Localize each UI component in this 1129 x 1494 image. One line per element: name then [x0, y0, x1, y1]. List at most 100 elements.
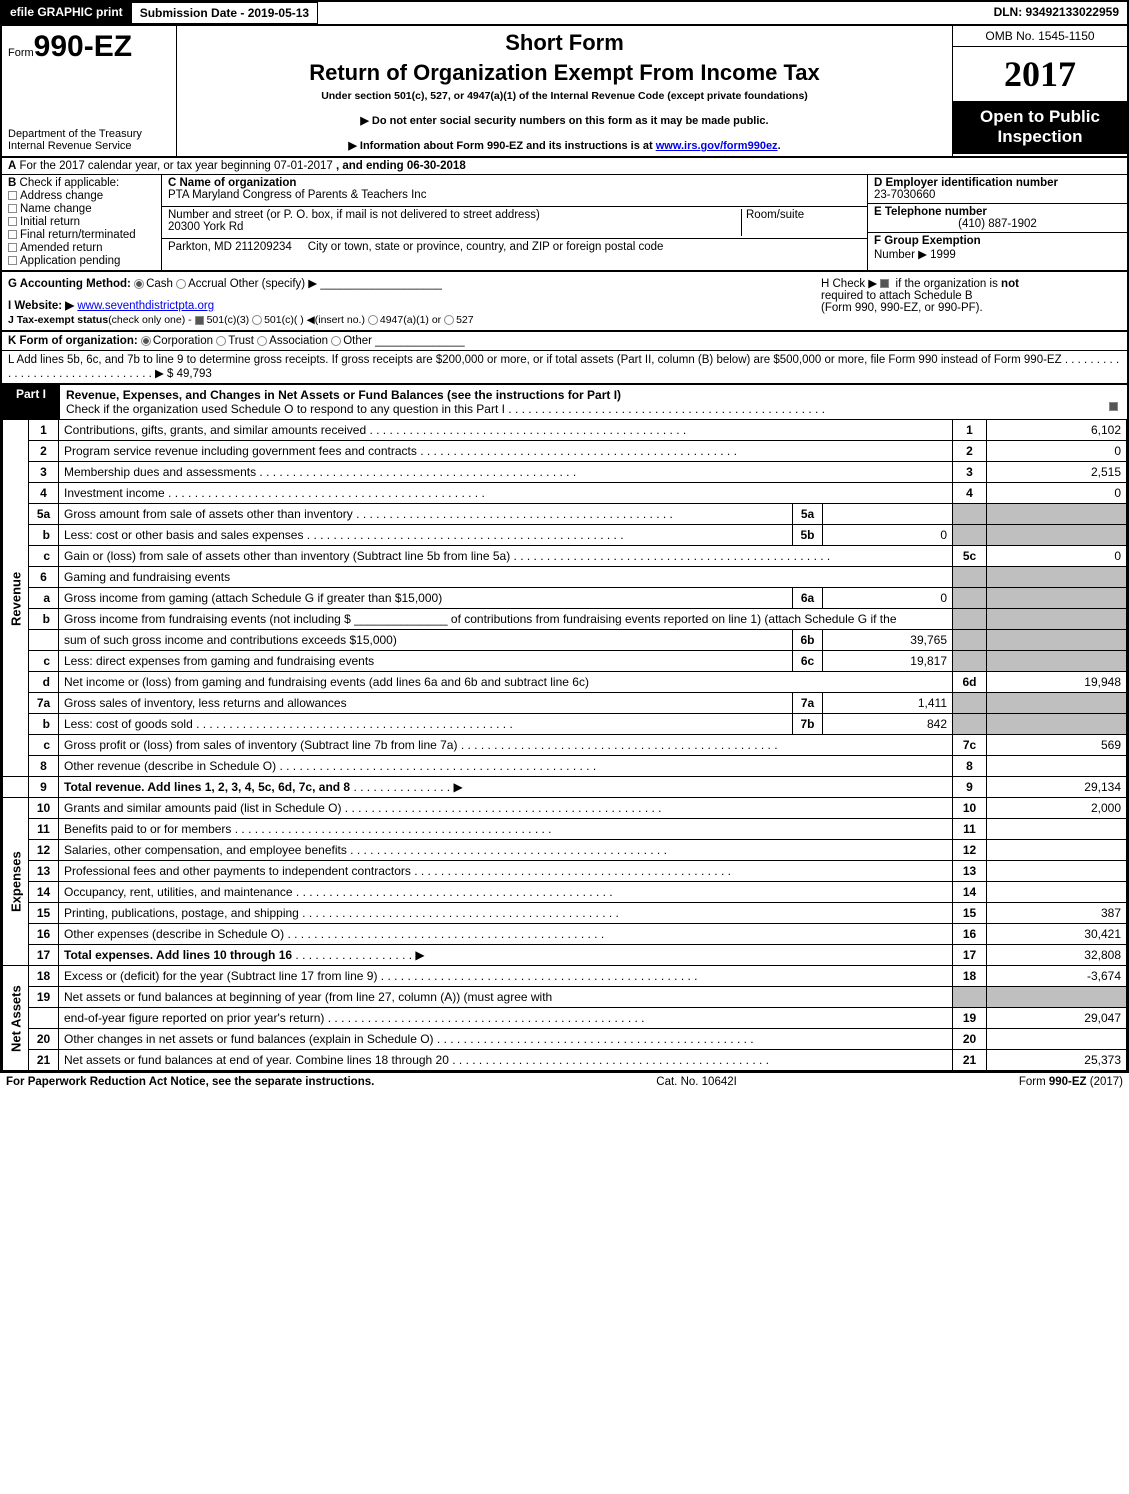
ssn-notice: ▶ Do not enter social security numbers o… — [183, 114, 946, 127]
cb-initial-return[interactable] — [8, 217, 17, 226]
shade-6b2-amt — [987, 630, 1127, 651]
ra-16: 30,421 — [987, 924, 1127, 945]
j-opt-2: 4947(a)(1) or — [380, 314, 441, 326]
website-link[interactable]: www.seventhdistrictpta.org — [77, 300, 214, 312]
cb-501c3[interactable] — [195, 316, 204, 325]
mb-7a: 7a — [793, 693, 823, 714]
radio-4947[interactable] — [368, 315, 378, 325]
ra-9: 29,134 — [987, 777, 1127, 798]
open-line2: Inspection — [957, 127, 1123, 147]
radio-other[interactable] — [331, 336, 341, 346]
shade-6c — [953, 651, 987, 672]
ra-2: 0 — [987, 441, 1127, 462]
rn-15: 15 — [29, 903, 59, 924]
radio-assoc[interactable] — [257, 336, 267, 346]
shade-7b — [953, 714, 987, 735]
rb-4: 4 — [953, 483, 987, 504]
rn-6a: a — [29, 588, 59, 609]
rn-2: 2 — [29, 441, 59, 462]
rd-17: Total expenses. Add lines 10 through 16 — [64, 948, 292, 962]
a-end: , and ending 06-30-2018 — [336, 160, 466, 172]
line-l: L Add lines 5b, 6c, and 7b to line 9 to … — [2, 351, 1127, 384]
rn-5b: b — [29, 525, 59, 546]
foot-right: Form 990-EZ (2017) — [1019, 1076, 1123, 1088]
radio-cash[interactable] — [134, 279, 144, 289]
rd-6b: Gross income from fundraising events (no… — [64, 612, 897, 626]
rd-6a: Gross income from gaming (attach Schedul… — [64, 591, 442, 605]
table-row: d Net income or (loss) from gaming and f… — [3, 672, 1127, 693]
radio-trust[interactable] — [216, 336, 226, 346]
ra-19: 29,047 — [987, 1008, 1127, 1029]
foot-right-form: 990-EZ — [1049, 1076, 1087, 1088]
rb-17: 17 — [953, 945, 987, 966]
shade-6 — [953, 567, 987, 588]
mb-6c: 6c — [793, 651, 823, 672]
shade-6-amt — [987, 567, 1127, 588]
cb-application-pending[interactable] — [8, 256, 17, 265]
cb-final-return[interactable] — [8, 230, 17, 239]
rn-20: 20 — [29, 1029, 59, 1050]
radio-corp[interactable] — [141, 336, 151, 346]
rn-6b: b — [29, 609, 59, 630]
rd-3: Membership dues and assessments — [64, 465, 576, 479]
rd-6d: Net income or (loss) from gaming and fun… — [64, 675, 589, 689]
rb-20: 20 — [953, 1029, 987, 1050]
rb-6d: 6d — [953, 672, 987, 693]
k-opt-3: Other — [343, 335, 372, 347]
cb-label-5: Application pending — [20, 255, 120, 267]
ma-5a — [823, 504, 953, 525]
side-netassets: Net Assets — [3, 966, 29, 1071]
cb-name-change[interactable] — [8, 204, 17, 213]
rb-5c: 5c — [953, 546, 987, 567]
rn-1: 1 — [29, 420, 59, 441]
rd-18: Excess or (deficit) for the year (Subtra… — [64, 969, 698, 983]
table-row: Expenses 10 Grants and similar amounts p… — [3, 798, 1127, 819]
cb-h[interactable] — [880, 279, 889, 288]
rb-2: 2 — [953, 441, 987, 462]
j-opt-0: 501(c)(3) — [207, 314, 250, 326]
table-row: 6 Gaming and fundraising events — [3, 567, 1127, 588]
cb-label-1: Name change — [20, 203, 92, 215]
l-arrow: ▶ $ 49,793 — [155, 368, 212, 380]
table-row: b Gross income from fundraising events (… — [3, 609, 1127, 630]
info-notice: ▶ Information about Form 990-EZ and its … — [183, 139, 946, 152]
ra-1: 6,102 — [987, 420, 1127, 441]
part1-table: Revenue 1 Contributions, gifts, grants, … — [2, 419, 1127, 1071]
form-number: Form990-EZ — [8, 30, 170, 64]
rn-3: 3 — [29, 462, 59, 483]
b-column: B Check if applicable: Address change Na… — [2, 175, 162, 270]
ghj-block: G Accounting Method: Cash Accrual Other … — [2, 272, 1127, 332]
table-row: 20 Other changes in net assets or fund b… — [3, 1029, 1127, 1050]
rd-6b2: sum of such gross income and contributio… — [64, 633, 397, 647]
k-opt-1: Trust — [228, 335, 254, 347]
ra-11 — [987, 819, 1127, 840]
shade-7a — [953, 693, 987, 714]
ma-6c: 19,817 — [823, 651, 953, 672]
part1-sub: Check if the organization used Schedule … — [66, 402, 825, 416]
rn-4: 4 — [29, 483, 59, 504]
side-expenses: Expenses — [3, 798, 29, 966]
radio-accrual[interactable] — [176, 279, 186, 289]
rn-10: 10 — [29, 798, 59, 819]
form-prefix: Form — [8, 47, 34, 59]
info-link[interactable]: www.irs.gov/form990ez — [656, 140, 778, 152]
mb-6b: 6b — [793, 630, 823, 651]
rn-5c: c — [29, 546, 59, 567]
h-not: not — [1001, 278, 1019, 290]
ma-7a: 1,411 — [823, 693, 953, 714]
l-text: L Add lines 5b, 6c, and 7b to line 9 to … — [8, 354, 1062, 366]
b-text: Check if applicable: — [20, 177, 120, 189]
rn-6c: c — [29, 651, 59, 672]
cb-part1-scho[interactable] — [1109, 402, 1118, 411]
k-opt-0: Corporation — [153, 335, 213, 347]
radio-501c[interactable] — [252, 315, 262, 325]
table-row: 4 Investment income 4 0 — [3, 483, 1127, 504]
cb-amended-return[interactable] — [8, 243, 17, 252]
radio-527[interactable] — [444, 315, 454, 325]
cb-address-change[interactable] — [8, 191, 17, 200]
mb-5a: 5a — [793, 504, 823, 525]
part1-title: Revenue, Expenses, and Changes in Net As… — [66, 388, 621, 402]
def-column: D Employer identification number 23-7030… — [867, 175, 1127, 270]
ra-4: 0 — [987, 483, 1127, 504]
rd-10: Grants and similar amounts paid (list in… — [64, 801, 662, 815]
